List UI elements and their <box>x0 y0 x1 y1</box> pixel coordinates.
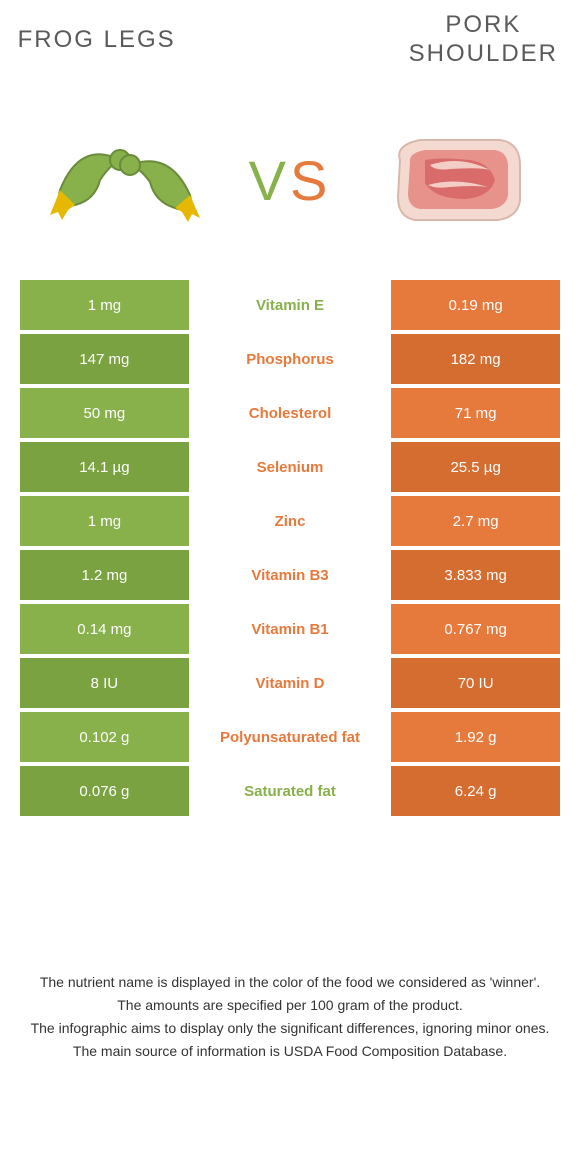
table-row: 0.076 gSaturated fat6.24 g <box>20 766 560 816</box>
value-right: 0.19 mg <box>391 280 560 330</box>
value-left: 1 mg <box>20 496 189 546</box>
nutrient-name: Zinc <box>189 496 392 546</box>
nutrient-name: Saturated fat <box>189 766 392 816</box>
table-row: 1 mgVitamin E0.19 mg <box>20 280 560 330</box>
food-left-title: Frog legs <box>0 26 193 55</box>
footer-line: The nutrient name is displayed in the co… <box>30 972 550 993</box>
vs-v: V <box>249 149 290 212</box>
value-left: 8 IU <box>20 658 189 708</box>
value-right: 0.767 mg <box>391 604 560 654</box>
vs-label: VS <box>230 148 350 213</box>
value-left: 14.1 µg <box>20 442 189 492</box>
value-right: 6.24 g <box>391 766 560 816</box>
nutrient-name: Cholesterol <box>189 388 392 438</box>
value-left: 0.076 g <box>20 766 189 816</box>
food-left-image <box>20 120 230 240</box>
footer-line: The infographic aims to display only the… <box>30 1018 550 1039</box>
nutrient-name: Polyunsaturated fat <box>189 712 392 762</box>
value-left: 1 mg <box>20 280 189 330</box>
value-right: 71 mg <box>391 388 560 438</box>
nutrient-name: Vitamin E <box>189 280 392 330</box>
table-row: 1 mgZinc2.7 mg <box>20 496 560 546</box>
food-right-image <box>350 125 560 235</box>
footer-line: The amounts are specified per 100 gram o… <box>30 995 550 1016</box>
table-row: 0.102 gPolyunsaturated fat1.92 g <box>20 712 560 762</box>
value-right: 70 IU <box>391 658 560 708</box>
table-row: 8 IUVitamin D70 IU <box>20 658 560 708</box>
value-right: 2.7 mg <box>391 496 560 546</box>
value-left: 147 mg <box>20 334 189 384</box>
table-row: 14.1 µgSelenium25.5 µg <box>20 442 560 492</box>
nutrient-table: 1 mgVitamin E0.19 mg147 mgPhosphorus182 … <box>20 280 560 816</box>
vs-s: S <box>290 149 331 212</box>
nutrient-name: Vitamin D <box>189 658 392 708</box>
table-row: 0.14 mgVitamin B10.767 mg <box>20 604 560 654</box>
value-left: 0.102 g <box>20 712 189 762</box>
value-left: 50 mg <box>20 388 189 438</box>
table-row: 1.2 mgVitamin B33.833 mg <box>20 550 560 600</box>
vs-row: VS <box>0 80 580 280</box>
header: Frog legs Pork shoulder <box>0 0 580 80</box>
nutrient-name: Phosphorus <box>189 334 392 384</box>
value-right: 3.833 mg <box>391 550 560 600</box>
nutrient-name: Vitamin B1 <box>189 604 392 654</box>
nutrient-name: Vitamin B3 <box>189 550 392 600</box>
table-row: 50 mgCholesterol71 mg <box>20 388 560 438</box>
footer-line: The main source of information is USDA F… <box>30 1041 550 1062</box>
footer-notes: The nutrient name is displayed in the co… <box>30 972 550 1064</box>
value-right: 25.5 µg <box>391 442 560 492</box>
food-right-title: Pork shoulder <box>387 11 580 69</box>
nutrient-name: Selenium <box>189 442 392 492</box>
value-left: 0.14 mg <box>20 604 189 654</box>
table-row: 147 mgPhosphorus182 mg <box>20 334 560 384</box>
value-right: 182 mg <box>391 334 560 384</box>
value-left: 1.2 mg <box>20 550 189 600</box>
value-right: 1.92 g <box>391 712 560 762</box>
